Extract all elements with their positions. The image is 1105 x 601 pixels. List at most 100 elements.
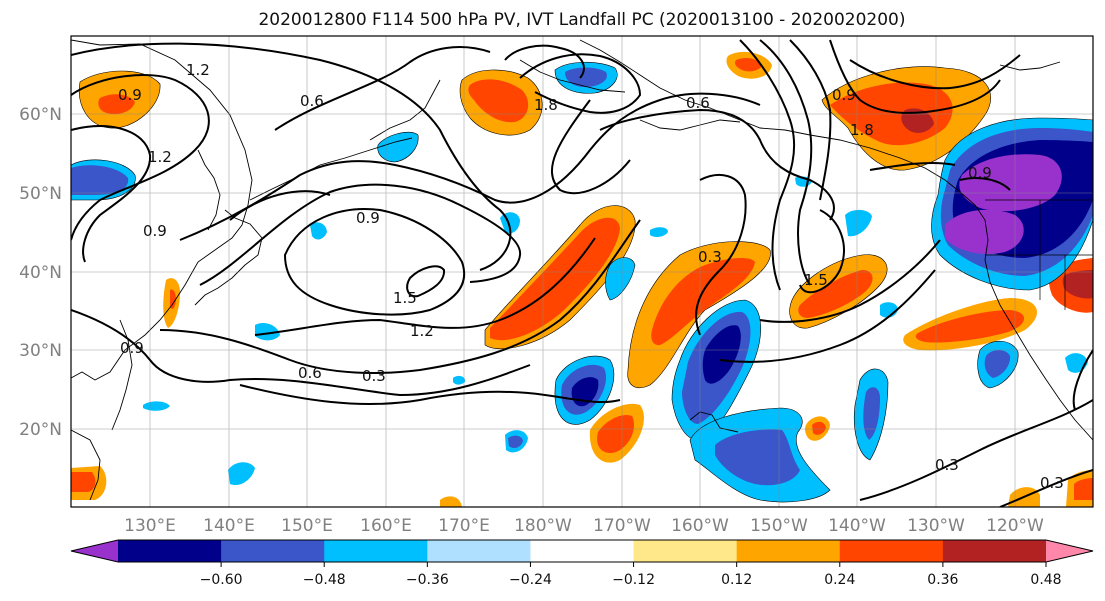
contour-label: 0.3 [935,456,959,474]
contour-label: 0.9 [832,86,856,104]
contour-line [739,39,796,291]
anomaly-patch [98,94,135,115]
contour-line [71,74,210,241]
colorbar-tick-label: −0.24 [509,572,552,588]
contour-line [179,92,761,241]
anomaly-patch [508,435,523,449]
contour-line [406,265,446,298]
coastline-arctic [999,61,1061,71]
contour-line [959,177,1011,191]
contour-line [719,269,936,363]
political-borders [985,199,1093,310]
coastline-bering [519,59,626,93]
colorbar-tick-label: −0.48 [303,572,346,588]
coastlines [71,39,1093,501]
contour-line [550,99,631,195]
coastline-japan [194,209,263,306]
contour-line [254,237,596,336]
coastline-sakhalin [197,149,221,231]
colorbar-segment [839,540,944,562]
anomaly-patch [605,257,636,301]
contour-label: 1.2 [186,61,210,79]
anomaly-patch [901,108,934,133]
anomaly-patch [984,350,1011,378]
colorbar-tick-label: 0.24 [824,572,855,588]
lat-label-30n: 30°N [19,341,62,361]
lon-label: 160°E [360,516,412,536]
contour-label: 1.2 [410,322,434,340]
contour-label: 0.9 [968,164,992,182]
contour-line [71,309,531,397]
lon-label: 120°W [986,516,1044,536]
contour-line [199,183,522,286]
coastline-china [111,319,133,431]
latitude-labels: 60°N 50°N 40°N 30°N 20°N [19,105,62,440]
gridlines [71,36,1093,507]
lon-label: 140°E [203,516,255,536]
contour-line [849,54,1021,90]
longitude-labels: 130°E 140°E 150°E 160°E 170°E 180°W 170°… [124,516,1044,536]
contour-label: 1.5 [393,289,417,307]
contour-labels: 1.2 0.9 0.6 1.8 1.2 0.9 0.9 1.5 1.2 0.6 … [118,61,1064,492]
anomaly-patch [453,375,466,385]
anomaly-patch [255,323,280,341]
contour-line [799,209,845,294]
contour-label: 1.5 [804,271,828,289]
contour-line [859,399,1093,501]
anomaly-patch [377,131,419,163]
lon-label: 130°W [907,516,965,536]
colorbar-segment [633,540,738,562]
contour-label: 0.6 [686,94,710,112]
negative-anomalies [71,61,1093,503]
anomaly-patch [651,258,755,346]
contour-label: 0.6 [300,92,324,110]
anomaly-patch [440,496,462,507]
contour-label: 0.6 [298,364,322,382]
lon-label: 130°E [124,516,176,536]
anomaly-patch [845,209,872,237]
colorbar-segment [427,540,531,562]
lon-label: 140°W [828,516,886,536]
contour-label: 0.3 [1040,474,1064,492]
contour-label: 0.9 [118,86,142,104]
anomaly-patch [597,414,635,454]
anomaly-patch [71,165,129,195]
coastline-aleutians [639,119,741,131]
colorbar-extend-min [71,540,118,562]
lat-label-40n: 40°N [19,263,62,283]
anomaly-patch [945,209,1024,255]
contour-line [789,39,832,201]
contour-label: 1.8 [534,96,558,114]
lon-label: 150°W [750,516,808,536]
anomaly-patch [1062,270,1093,299]
map-panel: 1.2 0.9 0.6 1.8 1.2 0.9 0.9 1.5 1.2 0.6 … [70,35,1094,508]
anomaly-patch [915,310,1025,343]
colorbar-tick-label: 0.36 [927,572,958,588]
coastline-philippines [71,429,101,501]
anomaly-patch [1074,478,1093,500]
anomaly-patch [650,227,668,237]
contour-line [71,42,512,271]
colorbar-segment [942,540,1047,562]
lon-label: 170°E [438,516,490,536]
contour-line [759,239,941,323]
contour-label: 1.8 [850,121,874,139]
colorbar-tick-label: −0.12 [612,572,655,588]
anomaly-patch [863,387,880,440]
anomaly-patch [565,67,607,88]
anomaly-patch [959,154,1062,212]
pv-contours [71,39,1093,507]
anomaly-patch [812,421,826,435]
colorbar-outline [70,539,1094,563]
anomaly-patch [310,222,327,240]
anomaly-patch [735,58,762,72]
contour-line [519,53,642,114]
colorbar-tick-label: 0.48 [1030,572,1061,588]
colorbar-extend-max [1046,540,1093,562]
colorbar-tick-label: −0.60 [200,572,243,588]
contour-line [695,174,747,336]
colorbar-segment [530,540,635,562]
colorbar: −0.60 −0.48 −0.36 −0.24 −0.12 0.12 0.24 0.36 0.4… [70,539,1094,588]
anomaly-patch [228,462,255,486]
